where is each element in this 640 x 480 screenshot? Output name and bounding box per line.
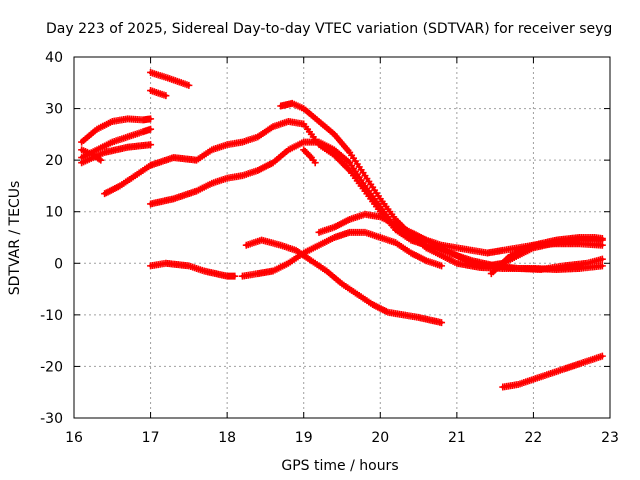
axis-ticks: 16 17 18 19 20 21 22 23 -30 -20 -10 0 10 20 30 40 — [40, 50, 619, 446]
y-tick-label: 40 — [45, 50, 63, 66]
grid — [74, 57, 610, 418]
x-tick-label: 16 — [65, 430, 83, 446]
series-track-6 — [78, 141, 155, 167]
y-tick-label: -10 — [40, 308, 63, 324]
series-plus-markers — [78, 141, 155, 167]
series-track-12 — [147, 259, 239, 280]
series-plus-markers — [78, 115, 155, 146]
y-tick-label: 10 — [45, 205, 63, 221]
y-tick-label: -30 — [40, 411, 63, 427]
chart-title: Day 223 of 2025, Sidereal Day-to-day VTE… — [46, 21, 612, 37]
series-plus-markers — [300, 146, 319, 167]
series-plus-markers — [101, 161, 155, 198]
series-track-2 — [147, 87, 170, 100]
y-tick-label: -20 — [40, 359, 63, 375]
series-plus-markers — [487, 234, 606, 278]
series-track-17 — [499, 352, 606, 391]
y-tick-label: 0 — [54, 256, 63, 272]
x-tick-label: 18 — [218, 430, 236, 446]
plot-frame — [73, 56, 611, 419]
series-plus-markers — [147, 68, 193, 89]
series-track-4 — [78, 125, 155, 162]
series-plus-markers — [238, 228, 446, 280]
series-track-10 — [300, 146, 319, 167]
series-plus-markers — [147, 259, 239, 280]
series-plus-markers — [499, 352, 606, 391]
series-track-3 — [78, 115, 155, 146]
series-plus-markers — [242, 236, 446, 327]
y-tick-label: 20 — [45, 153, 63, 169]
series-track-16 — [487, 234, 606, 278]
series-track-13 — [238, 228, 446, 280]
x-tick-label: 17 — [142, 430, 160, 446]
x-tick-label: 19 — [295, 430, 313, 446]
series-track-14 — [242, 236, 446, 327]
x-tick-label: 21 — [448, 430, 466, 446]
series-track-7 — [101, 161, 155, 198]
series-track-1 — [147, 68, 193, 89]
series-plus-markers — [147, 87, 170, 100]
x-tick-label: 22 — [525, 430, 543, 446]
x-tick-label: 23 — [601, 430, 619, 446]
y-tick-label: 30 — [45, 102, 63, 118]
x-axis-title: GPS time / hours — [281, 458, 398, 474]
data-points — [78, 68, 606, 391]
x-tick-label: 20 — [371, 430, 389, 446]
y-axis-title: SDTVAR / TECUs — [7, 181, 23, 296]
